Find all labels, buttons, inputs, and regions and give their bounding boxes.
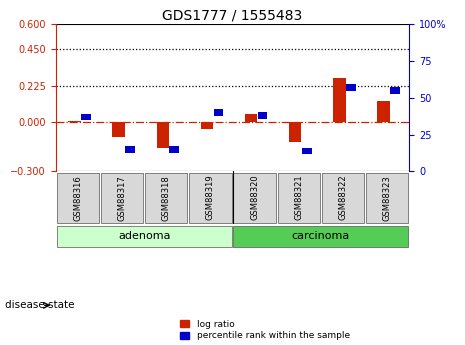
Bar (245, 114, 257, 122)
Text: GSM88317: GSM88317 (118, 175, 126, 220)
Text: GSM88322: GSM88322 (339, 175, 347, 220)
FancyBboxPatch shape (189, 172, 232, 223)
Bar (201, 122, 213, 129)
Bar (68, 121, 80, 122)
Text: GSM88316: GSM88316 (73, 175, 82, 220)
FancyBboxPatch shape (322, 172, 364, 223)
Text: carcinoma: carcinoma (292, 231, 350, 241)
Bar (157, 122, 169, 148)
FancyBboxPatch shape (233, 226, 408, 247)
Bar (390, 87, 400, 94)
Bar (302, 148, 312, 154)
FancyBboxPatch shape (101, 172, 143, 223)
Bar (81, 114, 91, 120)
Bar (346, 84, 356, 91)
FancyBboxPatch shape (278, 172, 320, 223)
Bar (289, 122, 301, 142)
Bar (113, 122, 125, 137)
Legend: log ratio, percentile rank within the sample: log ratio, percentile rank within the sa… (180, 320, 350, 341)
Text: disease state: disease state (5, 300, 74, 310)
Text: GSM88319: GSM88319 (206, 175, 215, 220)
Text: GSM88323: GSM88323 (383, 175, 392, 220)
Bar (213, 109, 223, 116)
Text: adenoma: adenoma (118, 231, 170, 241)
Text: GSM88321: GSM88321 (294, 175, 303, 220)
Bar (258, 112, 267, 119)
FancyBboxPatch shape (366, 172, 408, 223)
FancyBboxPatch shape (145, 172, 187, 223)
FancyBboxPatch shape (57, 226, 232, 247)
Title: GDS1777 / 1555483: GDS1777 / 1555483 (162, 9, 303, 23)
FancyBboxPatch shape (233, 172, 276, 223)
Text: GSM88318: GSM88318 (162, 175, 171, 220)
Bar (125, 146, 135, 153)
Text: GSM88320: GSM88320 (250, 175, 259, 220)
Bar (169, 146, 179, 153)
FancyBboxPatch shape (57, 172, 99, 223)
Bar (333, 78, 345, 122)
Bar (378, 101, 390, 122)
